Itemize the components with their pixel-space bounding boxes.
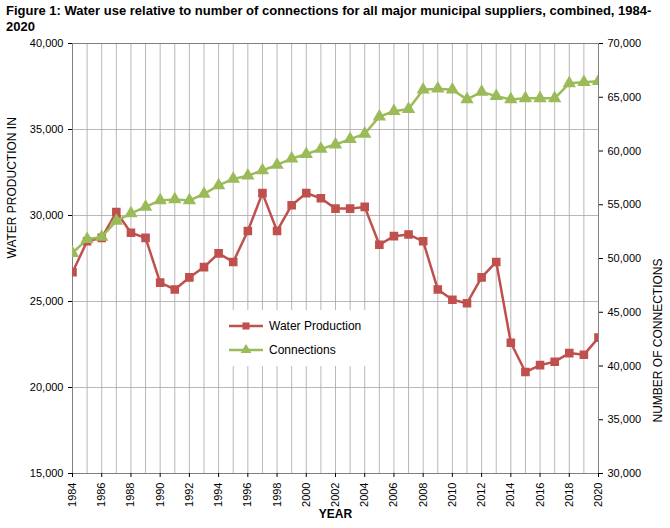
svg-text:15,000: 15,000 bbox=[30, 467, 64, 479]
svg-text:YEAR: YEAR bbox=[319, 507, 353, 521]
svg-text:2020: 2020 bbox=[592, 483, 604, 507]
svg-text:2002: 2002 bbox=[329, 483, 341, 507]
svg-text:2004: 2004 bbox=[358, 483, 370, 507]
svg-text:2008: 2008 bbox=[417, 483, 429, 507]
svg-text:2000: 2000 bbox=[300, 483, 312, 507]
svg-text:35,000: 35,000 bbox=[608, 413, 642, 425]
svg-text:30,000: 30,000 bbox=[30, 209, 64, 221]
html-text:Water Production: Water Production bbox=[269, 318, 362, 333]
svg-text:2016: 2016 bbox=[534, 483, 546, 507]
svg-text:1984: 1984 bbox=[66, 483, 78, 507]
svg-text:1988: 1988 bbox=[124, 483, 136, 507]
svg-text:2010: 2010 bbox=[446, 483, 458, 507]
svg-text:2012: 2012 bbox=[475, 483, 487, 507]
svg-text:1994: 1994 bbox=[212, 483, 224, 507]
svg-text:70,000: 70,000 bbox=[608, 37, 642, 49]
svg-text:20,000: 20,000 bbox=[30, 381, 64, 393]
svg-text:1986: 1986 bbox=[95, 483, 107, 507]
svg-text:65,000: 65,000 bbox=[608, 91, 642, 103]
svg-text:40,000: 40,000 bbox=[30, 37, 64, 49]
svg-text:NUMBER OF CONNECTIONS: NUMBER OF CONNECTIONS bbox=[651, 259, 665, 423]
html-text:Figure 1: Water use relative t: Figure 1: Water use relative to number o… bbox=[6, 3, 652, 34]
svg-text:30,000: 30,000 bbox=[608, 467, 642, 479]
svg-text:35,000: 35,000 bbox=[30, 123, 64, 135]
svg-text:1996: 1996 bbox=[241, 483, 253, 507]
svg-text:55,000: 55,000 bbox=[608, 198, 642, 210]
svg-text:1998: 1998 bbox=[271, 483, 283, 507]
svg-text:2014: 2014 bbox=[504, 483, 516, 507]
svg-text:2006: 2006 bbox=[387, 483, 399, 507]
svg-text:1990: 1990 bbox=[154, 483, 166, 507]
svg-text:40,000: 40,000 bbox=[608, 360, 642, 372]
svg-text:25,000: 25,000 bbox=[30, 295, 64, 307]
html-text:Connections: Connections bbox=[269, 342, 336, 357]
svg-text:1992: 1992 bbox=[183, 483, 195, 507]
svg-text:2018: 2018 bbox=[563, 483, 575, 507]
svg-text:WATER PRODUCTION IN: WATER PRODUCTION IN bbox=[5, 117, 19, 258]
svg-text:60,000: 60,000 bbox=[608, 145, 642, 157]
svg-text:50,000: 50,000 bbox=[608, 252, 642, 264]
svg-text:45,000: 45,000 bbox=[608, 306, 642, 318]
